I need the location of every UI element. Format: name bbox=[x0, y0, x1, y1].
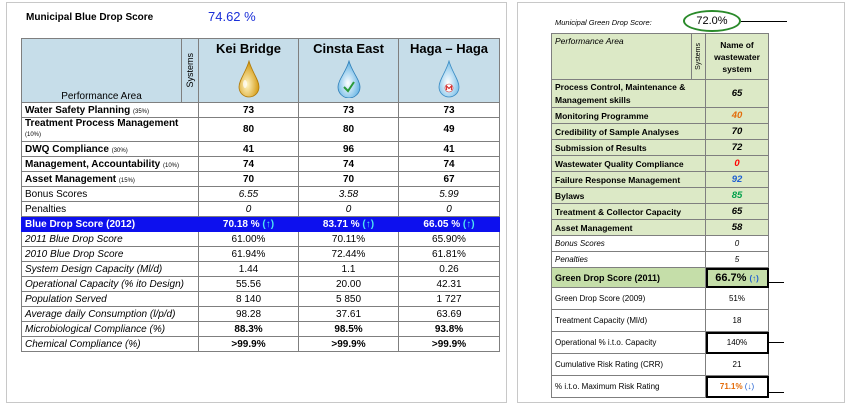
green-header-row: Performance Area Systems Name of wastewa… bbox=[551, 33, 769, 80]
green-plain-row: Cumulative Risk Rating (CRR) 21 bbox=[551, 353, 769, 376]
municipal-blue-drop-title: Municipal Blue Drop Score bbox=[26, 12, 154, 23]
system-cinsta-east: Cinsta East bbox=[298, 38, 399, 103]
performance-area-header: Performance Area bbox=[21, 38, 182, 103]
green-bonus-row: Bonus Scores 0 bbox=[551, 235, 769, 252]
down-arrow-icon: (↓) bbox=[744, 382, 755, 391]
pointer-line bbox=[768, 342, 784, 343]
green-plain-row: Treatment Capacity (Ml/d) 18 bbox=[551, 309, 769, 332]
green-drop-panel bbox=[517, 2, 845, 403]
green-systems-header: Systems bbox=[691, 33, 706, 80]
green-plain-row: Operational % i.t.o. Capacity 140% bbox=[551, 331, 769, 354]
blue-header-row: Performance Area Systems Kei Bridge Cins… bbox=[21, 38, 500, 103]
up-arrow-icon: (↑) bbox=[362, 218, 375, 230]
penalties-row: Penalties 0 0 0 bbox=[21, 201, 500, 217]
area-row-management: Management, Accountability (10%) 74 74 7… bbox=[21, 156, 500, 172]
up-arrow-icon: (↑) bbox=[462, 218, 475, 230]
detail-row: 2011 Blue Drop Score 61.00% 70.11% 65.90… bbox=[21, 231, 500, 247]
up-arrow-icon: (↑) bbox=[262, 218, 275, 230]
green-area-row: Bylaws 85 bbox=[551, 187, 769, 204]
green-penalties-row: Penalties 5 bbox=[551, 251, 769, 268]
green-area-row: Submission of Results 72 bbox=[551, 139, 769, 156]
municipal-blue-drop-score: 74.62 % bbox=[208, 9, 256, 24]
detail-row: Microbiological Compliance (%) 88.3% 98.… bbox=[21, 321, 500, 337]
blue-drop-panel bbox=[6, 2, 507, 403]
wastewater-system-name-header: Name of wastewater system bbox=[705, 33, 769, 80]
area-row-asset-management: Asset Management (15%) 70 70 67 bbox=[21, 171, 500, 187]
green-area-row: Treatment & Collector Capacity 65 bbox=[551, 203, 769, 220]
blue-drop-check-icon bbox=[337, 60, 360, 98]
detail-row: System Design Capacity (Ml/d) 1.44 1.1 0… bbox=[21, 261, 500, 277]
detail-row: Population Served 8 140 5 850 1 727 bbox=[21, 291, 500, 307]
green-area-row: Wastewater Quality Compliance 0 bbox=[551, 155, 769, 172]
blue-drop-score-row: Blue Drop Score (2012) 70.18 % (↑) 83.71… bbox=[21, 216, 500, 232]
detail-row: Average daily Consumption (l/p/d) 98.28 … bbox=[21, 306, 500, 322]
municipal-green-drop-label: Municipal Green Drop Score: bbox=[555, 18, 652, 27]
gold-drop-icon bbox=[238, 60, 259, 98]
green-area-row: Process Control, Maintenance & Management… bbox=[551, 79, 769, 108]
green-area-row: Asset Management 58 bbox=[551, 219, 769, 236]
detail-row: 2010 Blue Drop Score 61.94% 72.44% 61.81… bbox=[21, 246, 500, 262]
bonus-scores-row: Bonus Scores 6.55 3.58 5.99 bbox=[21, 186, 500, 202]
area-row-dwq-compliance: DWQ Compliance (30%) 41 96 41 bbox=[21, 141, 500, 157]
green-area-row: Monitoring Programme 40 bbox=[551, 107, 769, 124]
system-kei-bridge: Kei Bridge bbox=[198, 38, 299, 103]
municipal-green-drop-score: 72.0% bbox=[683, 10, 741, 32]
system-haga-haga: Haga – Haga bbox=[398, 38, 500, 103]
detail-row: Operational Capacity (% ito Design) 55.5… bbox=[21, 276, 500, 292]
area-row-treatment-process: Treatment Process Management (10%) 80 80 … bbox=[21, 117, 500, 142]
green-plain-row: Green Drop Score (2009) 51% bbox=[551, 287, 769, 310]
detail-row: Chemical Compliance (%) >99.9% >99.9% >9… bbox=[21, 336, 500, 352]
area-row-water-safety: Water Safety Planning (35%) 73 73 73 bbox=[21, 102, 500, 118]
systems-header: Systems bbox=[181, 38, 199, 103]
green-area-row: Credibility of Sample Analyses 70 bbox=[551, 123, 769, 140]
pointer-line bbox=[768, 282, 784, 283]
green-performance-header: Performance Area bbox=[551, 33, 692, 80]
blue-drop-m-icon bbox=[438, 60, 460, 98]
up-arrow-icon: (↑) bbox=[749, 273, 759, 283]
blue-drop-table: Performance Area Systems Kei Bridge Cins… bbox=[21, 38, 500, 352]
green-area-row: Failure Response Management 92 bbox=[551, 171, 769, 188]
pointer-line bbox=[768, 392, 784, 393]
green-drop-table: Performance Area Systems Name of wastewa… bbox=[551, 33, 769, 398]
pointer-line bbox=[741, 21, 787, 22]
green-risk-row: % i.t.o. Maximum Risk Rating 71.1% (↓) bbox=[551, 375, 769, 398]
green-drop-score-row: Green Drop Score (2011) 66.7% (↑) bbox=[551, 267, 769, 288]
